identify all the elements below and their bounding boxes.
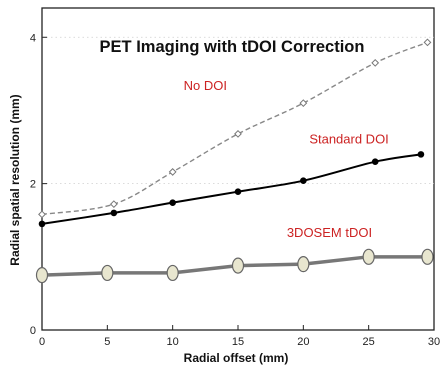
data-point-tdoi xyxy=(35,267,49,284)
data-point-tdoi xyxy=(421,248,434,265)
x-tick-label: 30 xyxy=(428,336,440,348)
y-tick-label: 0 xyxy=(30,325,36,337)
data-point-standard-doi xyxy=(110,209,118,217)
series-label-layer: No DOI Standard DOI 3DOSEM tDOI xyxy=(184,78,389,240)
x-axis-label: Radial offset (mm) xyxy=(184,351,289,365)
tick-layer: 0 5 10 15 20 25 30 0 2 4 xyxy=(30,32,440,348)
y-axis-label: Radial spatial resolution (mm) xyxy=(8,94,22,265)
series-line-standard-doi xyxy=(41,153,422,225)
series-line-no-doi xyxy=(41,41,428,216)
data-point-no-doi xyxy=(371,58,380,67)
x-tick-label: 20 xyxy=(297,336,309,348)
y-tick-label: 2 xyxy=(30,179,36,191)
data-point-tdoi xyxy=(166,264,179,282)
data-point-standard-doi xyxy=(234,188,242,195)
series-layer xyxy=(35,38,434,284)
data-point-no-doi xyxy=(38,210,46,219)
data-point-standard-doi xyxy=(371,158,379,165)
data-point-tdoi xyxy=(101,264,114,282)
series-label-tdoi: 3DOSEM tDOI xyxy=(287,225,372,240)
data-point-standard-doi xyxy=(300,177,307,185)
data-point-tdoi xyxy=(362,248,375,265)
data-point-tdoi xyxy=(297,256,310,273)
x-tick-label: 5 xyxy=(104,336,110,348)
data-point-standard-doi xyxy=(169,199,176,206)
data-point-no-doi xyxy=(109,200,118,209)
data-point-standard-doi xyxy=(417,151,425,158)
chart-title: PET Imaging with tDOI Correction xyxy=(100,38,365,56)
data-point-no-doi xyxy=(168,168,177,176)
x-tick-label: 25 xyxy=(363,336,375,348)
data-point-standard-doi xyxy=(38,220,46,228)
data-point-no-doi xyxy=(299,99,308,108)
y-tick-label: 4 xyxy=(30,32,36,44)
plot-frame xyxy=(41,7,435,331)
data-point-tdoi xyxy=(231,257,245,274)
data-point-no-doi xyxy=(234,129,242,138)
data-point-no-doi xyxy=(423,38,432,47)
series-label-no-doi: No DOI xyxy=(184,78,227,93)
x-tick-label: 0 xyxy=(39,336,45,348)
x-tick-label: 15 xyxy=(232,336,244,348)
series-label-standard-doi: Standard DOI xyxy=(309,131,389,146)
x-tick-label: 10 xyxy=(167,336,179,348)
